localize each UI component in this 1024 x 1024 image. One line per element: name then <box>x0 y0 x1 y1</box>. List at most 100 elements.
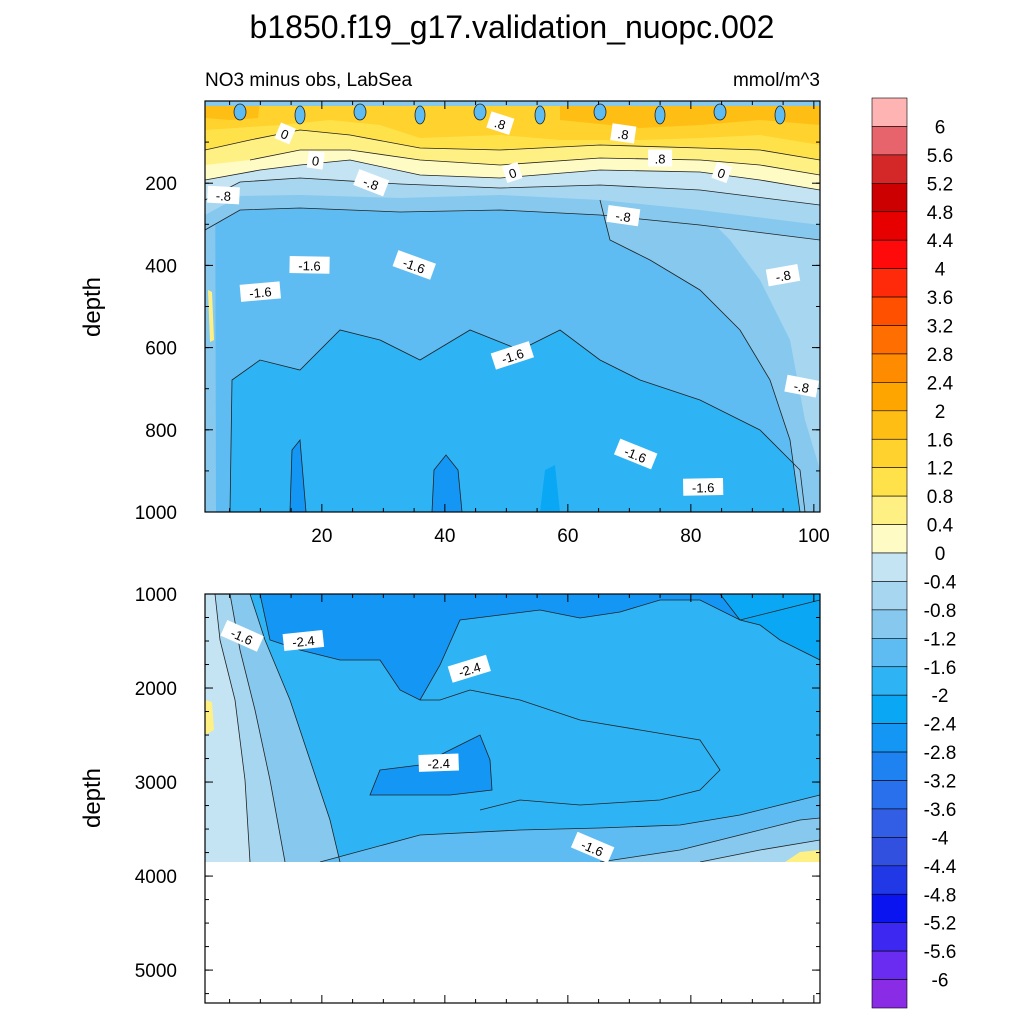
field-level-m2.8-a <box>290 440 306 512</box>
contour-label-box <box>353 169 390 197</box>
field-level-m2.4-upper <box>260 594 820 700</box>
colorbar-label: 3.6 <box>927 288 953 309</box>
colorbar: 6 5.6 5.2 4.8 4.4 4 3.6 3.2 2.8 2.4 2 1.6 1.2 0.8 0.4 0… <box>871 97 957 1009</box>
contour-label: -.8 <box>784 374 819 398</box>
colorbar-label: 5.6 <box>927 146 953 167</box>
colorbar-label: 2 <box>935 402 946 423</box>
top-panel: NO3 minus obs, LabSea mmol/m^3 <box>79 70 830 547</box>
contour-label: .8 <box>610 123 637 144</box>
colorbar-swatch <box>871 183 908 213</box>
contour-label-text: -2.4 <box>457 659 483 680</box>
colorbar-label: 1.6 <box>927 430 953 451</box>
contour-label-box <box>274 122 296 145</box>
colorbar-label: -1.2 <box>924 629 957 650</box>
contour-label-box <box>648 149 673 167</box>
contour-label-text: -1.6 <box>500 346 526 367</box>
colorbar-label: 1.2 <box>927 459 953 480</box>
colorbar-label: -2.4 <box>924 715 957 736</box>
colorbar-label: 4 <box>935 260 946 281</box>
colorbar-label: -3.6 <box>924 800 957 821</box>
contour-label-text: -.8 <box>793 378 811 396</box>
colorbar-swatch <box>871 979 908 1009</box>
colorbar-label: 2.4 <box>927 373 954 394</box>
field-bottom-m0.8 <box>700 840 820 862</box>
y-tick-label: 1000 <box>135 503 177 524</box>
top-contour-labels: 0.8.8.800 0-.8-.8-.8-1.6 -1.6-1.6-.8-1.6-.… <box>207 111 819 496</box>
colorbar-swatch <box>871 495 908 525</box>
colorbar-swatch <box>871 837 908 867</box>
contour-label-text: -.8 <box>774 267 792 284</box>
colorbar-label: 5.2 <box>927 174 953 195</box>
top-contour-field <box>205 101 820 512</box>
y-tick-label: 2000 <box>135 679 177 700</box>
contour-label-box <box>207 185 240 205</box>
contour-label-box <box>486 111 515 135</box>
contour-label: -.8 <box>353 169 390 197</box>
contour-label: .8 <box>486 111 515 135</box>
contour-label-text: -1.6 <box>692 480 715 495</box>
contour-label: -.8 <box>606 204 641 227</box>
y-tick-label: 400 <box>145 256 177 277</box>
colorbar-swatch <box>871 97 908 127</box>
y-tick-label: 600 <box>145 339 177 360</box>
contour-label-box <box>289 256 330 274</box>
colorbar-label: 3.2 <box>927 317 953 338</box>
contour-label-text: -1.6 <box>298 258 321 273</box>
top-contour-lines <box>205 129 820 512</box>
contour-label: .8 <box>648 149 673 167</box>
colorbar-label: -0.4 <box>924 572 957 593</box>
contour-label-text: -1.6 <box>401 255 427 277</box>
units-subtitle: mmol/m^3 <box>733 70 820 91</box>
colorbar-label: 0.8 <box>927 487 953 508</box>
top-x-ticks: 20 40 60 80 100 <box>229 101 830 547</box>
contour-label: -2.4 <box>282 629 325 652</box>
contour-label-text: 0 <box>507 165 519 182</box>
field-level-1.6 <box>560 101 820 128</box>
contour-label-text: .8 <box>655 152 666 167</box>
contour-label-box <box>570 831 615 864</box>
contour-label-box <box>765 264 801 287</box>
contour-label-box <box>682 477 724 496</box>
colorbar-swatch <box>871 382 908 412</box>
colorbar-swatch <box>871 694 908 724</box>
contour-label-box <box>418 753 459 772</box>
colorbar-swatch <box>871 239 908 269</box>
contour-label-box <box>447 654 491 683</box>
contour-label: 0 <box>711 161 733 184</box>
y-tick-label: 1000 <box>135 585 177 606</box>
contour-label-text: 0 <box>311 153 320 169</box>
colorbar-label: -2.8 <box>924 743 957 764</box>
colorbar-label: -4 <box>932 828 949 849</box>
colorbar-swatch <box>871 211 908 241</box>
contour-label: -1.6 <box>239 281 281 302</box>
colorbar-swatch <box>871 609 908 639</box>
y-tick-label: 200 <box>145 174 177 195</box>
contour-label-text: -2.4 <box>292 633 316 650</box>
field-surface-band <box>205 101 820 106</box>
colorbar-swatch <box>871 893 908 923</box>
field-bottom-m1.6 <box>320 795 820 862</box>
colorbar-swatch <box>871 865 908 895</box>
colorbar-swatch <box>871 922 908 952</box>
contour-label-text: -.8 <box>615 208 632 225</box>
field-level-m2.4 <box>540 465 560 512</box>
colorbar-swatch <box>871 353 908 383</box>
contour-label-text: -1.6 <box>249 284 273 301</box>
contour-label-box <box>282 629 325 652</box>
y-tick-label: 5000 <box>135 961 177 982</box>
contour-label: -.8 <box>207 185 240 205</box>
colorbar-label: -4.8 <box>924 885 957 906</box>
contour-label-box <box>784 374 819 398</box>
colorbar-swatch <box>871 780 908 810</box>
bottom-y-ticks: 1000 2000 3000 4000 5000 <box>135 585 820 995</box>
x-tick-label: 80 <box>680 526 701 547</box>
x-tick-label: 60 <box>557 526 578 547</box>
contour-label: -1.6 <box>490 341 534 370</box>
contour-label-box <box>606 204 641 227</box>
x-tick-label: 20 <box>311 526 332 547</box>
colorbar-swatch <box>871 467 908 497</box>
contour-label-text: -.8 <box>215 188 231 204</box>
bottom-y-axis-label: depth <box>79 768 106 828</box>
bottom-x-ticks <box>229 594 815 1003</box>
